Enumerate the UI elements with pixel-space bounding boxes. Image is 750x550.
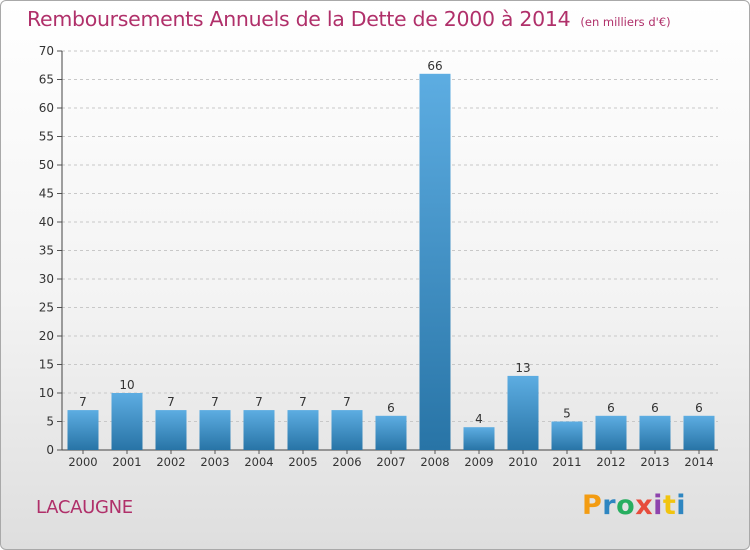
data-label-2001: 10 <box>119 378 134 392</box>
logo-letter: i <box>676 490 687 521</box>
data-label-2012: 6 <box>607 401 615 415</box>
bar-2002 <box>155 410 187 450</box>
y-tick-label: 15 <box>39 358 54 372</box>
bar-2009 <box>463 427 495 450</box>
x-tick-label-2006: 2006 <box>332 455 361 469</box>
data-label-2010: 13 <box>515 361 530 375</box>
logo-letter: P <box>582 490 603 521</box>
commune-name: LACAUGNE <box>36 497 133 518</box>
bar-2005 <box>287 410 319 450</box>
x-tick-label-2014: 2014 <box>684 455 713 469</box>
bar-2010 <box>507 375 539 450</box>
data-label-2000: 7 <box>79 395 87 409</box>
bar-2006 <box>331 410 363 450</box>
logo-letter: t <box>662 490 677 521</box>
bar-2012 <box>595 415 627 450</box>
y-tick-label: 50 <box>39 158 54 172</box>
y-tick-label: 70 <box>39 44 54 58</box>
x-tick-label-2002: 2002 <box>156 455 185 469</box>
y-tick-label: 0 <box>46 443 54 457</box>
y-tick-label: 60 <box>39 101 54 115</box>
y-tick-label: 35 <box>39 244 54 258</box>
x-tick-label-2003: 2003 <box>200 455 229 469</box>
x-tick-label-2012: 2012 <box>596 455 625 469</box>
data-label-2002: 7 <box>167 395 175 409</box>
data-label-2013: 6 <box>651 401 659 415</box>
data-label-2008: 66 <box>427 59 442 73</box>
y-tick-label: 5 <box>46 415 54 429</box>
chart-title: Remboursements Annuels de la Dette de 20… <box>27 7 671 31</box>
logo-letter: r <box>602 490 617 521</box>
y-tick-label: 25 <box>39 301 54 315</box>
x-tick-label-2005: 2005 <box>288 455 317 469</box>
logo-letter: o <box>616 490 636 521</box>
data-label-2007: 6 <box>387 401 395 415</box>
x-tick-label-2001: 2001 <box>112 455 141 469</box>
y-tick-label: 45 <box>39 187 54 201</box>
bar-2011 <box>551 421 583 450</box>
x-tick-label-2000: 2000 <box>68 455 97 469</box>
bar-2004 <box>243 410 275 450</box>
data-label-2014: 6 <box>695 401 703 415</box>
chart-title-text: Remboursements Annuels de la Dette de 20… <box>27 7 571 31</box>
x-tick-label-2008: 2008 <box>420 455 449 469</box>
bar-2003 <box>199 410 231 450</box>
y-tick-label: 30 <box>39 272 54 286</box>
x-tick-label-2009: 2009 <box>464 455 493 469</box>
y-tick-label: 65 <box>39 73 54 87</box>
data-label-2004: 7 <box>255 395 263 409</box>
x-tick-label-2011: 2011 <box>552 455 581 469</box>
bar-2014 <box>683 415 715 450</box>
logo-letter: x <box>635 490 654 521</box>
bar-2013 <box>639 415 671 450</box>
logo-letter: i <box>653 490 663 521</box>
data-label-2011: 5 <box>563 407 571 421</box>
y-tick-label: 10 <box>39 386 54 400</box>
data-label-2006: 7 <box>343 395 351 409</box>
x-tick-label-2007: 2007 <box>376 455 405 469</box>
y-tick-label: 20 <box>39 329 54 343</box>
x-tick-label-2013: 2013 <box>640 455 669 469</box>
data-label-2009: 4 <box>475 412 483 426</box>
x-tick-label-2010: 2010 <box>508 455 537 469</box>
data-label-2005: 7 <box>299 395 307 409</box>
bar-2007 <box>375 415 407 450</box>
y-tick-label: 55 <box>39 130 54 144</box>
chart-unit-text: (en milliers d'€) <box>580 15 671 29</box>
y-tick-label: 40 <box>39 215 54 229</box>
x-tick-label-2004: 2004 <box>244 455 273 469</box>
data-label-2003: 7 <box>211 395 219 409</box>
bar-2008 <box>419 73 451 451</box>
proxiti-logo: Proxiti <box>582 490 686 521</box>
bar-2001 <box>111 393 143 450</box>
bar-2000 <box>67 410 99 450</box>
